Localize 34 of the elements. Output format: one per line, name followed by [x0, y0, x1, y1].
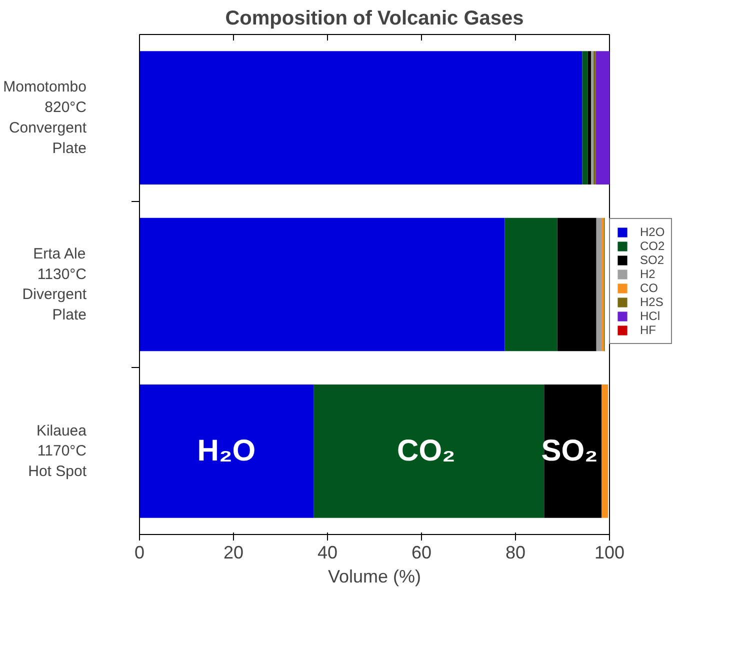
x-tick-label: 20 — [223, 542, 244, 562]
x-tick-label: 60 — [411, 542, 432, 562]
legend-label: H2 — [640, 267, 656, 281]
legend-label: CO — [640, 281, 659, 295]
annotation: H₂O — [197, 434, 256, 468]
legend-label: HF — [640, 323, 657, 337]
legend-label: H2S — [640, 295, 664, 309]
bar — [596, 51, 610, 184]
bar — [140, 218, 505, 352]
bar — [591, 51, 594, 184]
bar — [582, 51, 588, 184]
legend-label: CO2 — [640, 239, 665, 253]
bar — [140, 51, 582, 184]
bar — [557, 218, 596, 352]
legend-label: SO2 — [640, 253, 664, 267]
chart-title: Composition of Volcanic Gases — [225, 8, 524, 30]
bar — [596, 218, 602, 352]
x-tick-label: 0 — [134, 542, 145, 562]
x-axis-title: Volume (%) — [328, 566, 422, 586]
x-tick-label: 40 — [317, 542, 338, 562]
annotation: CO₂ — [397, 434, 456, 468]
annotation: SO₂ — [541, 434, 598, 468]
y-tick-label: Momotombo 820°C Convergent Plate — [3, 78, 88, 157]
bar — [602, 384, 608, 518]
bar — [140, 384, 314, 518]
x-tick-label: 100 — [594, 542, 625, 562]
y-tick-label: Kilauea 1170°C Hot Spot — [28, 422, 88, 480]
legend-label: H2O — [640, 225, 665, 239]
bar — [504, 218, 558, 352]
y-tick-label: Erta Ale 1130°C Divergent Plate — [22, 245, 88, 324]
x-tick-label: 80 — [505, 542, 526, 562]
bar — [588, 51, 592, 184]
bar — [544, 384, 602, 518]
legend-label: HCl — [640, 309, 660, 323]
